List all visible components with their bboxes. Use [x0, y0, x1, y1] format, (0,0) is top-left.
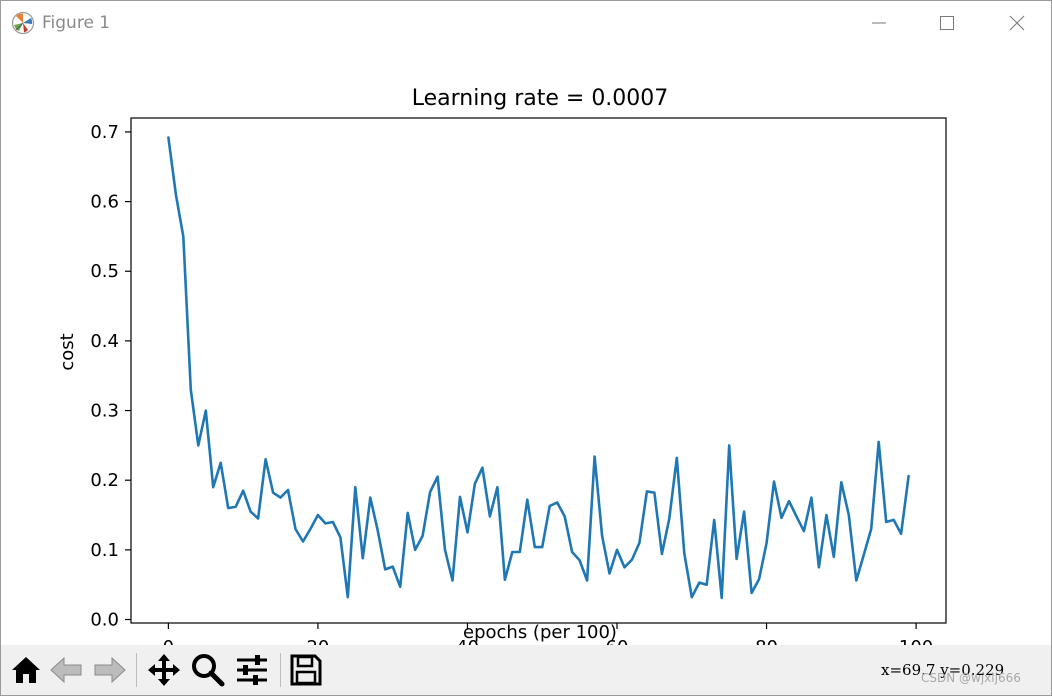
plot-area: [130, 117, 947, 624]
home-button[interactable]: [7, 651, 45, 689]
configure-subplots-button[interactable]: [233, 651, 271, 689]
y-tick-label: 0.2: [90, 470, 119, 491]
pan-icon: [148, 654, 180, 686]
chart-title: Learning rate = 0.0007: [412, 86, 669, 111]
forward-button[interactable]: [91, 651, 129, 689]
x-tick-label: 0: [163, 637, 174, 645]
x-tick-label: 20: [306, 637, 329, 645]
navigation-toolbar: x=69.7 y=0.229 CSDN @wjxlj666: [1, 645, 1051, 695]
close-button[interactable]: [981, 1, 1052, 45]
zoom-icon: [192, 654, 225, 687]
maximize-icon: [940, 16, 954, 30]
chart: Learning rate = 0.0007 0 20 40 60 80 100 0.0 0.…: [57, 86, 947, 645]
y-tick-label: 0.0: [90, 610, 119, 631]
x-axis-label: epochs (per 100): [463, 622, 617, 643]
pan-button[interactable]: [145, 651, 183, 689]
window-title: Figure 1: [42, 13, 111, 33]
figure-canvas[interactable]: Learning rate = 0.0007 0 20 40 60 80 100 0.0 0.…: [1, 45, 1051, 645]
y-tick-label: 0.5: [90, 261, 119, 282]
series-line: [167, 136, 910, 600]
back-button[interactable]: [47, 651, 85, 689]
title-bar[interactable]: Figure 1: [1, 1, 1051, 45]
x-tick-label: 40: [456, 637, 479, 645]
x-tick-label: 100: [899, 637, 933, 645]
forward-icon: [94, 656, 126, 684]
toolbar-separator: [136, 653, 137, 687]
maximize-button[interactable]: [911, 1, 983, 45]
x-tick-label: 60: [606, 637, 629, 645]
zoom-button[interactable]: [189, 651, 227, 689]
y-tick-label: 0.6: [90, 192, 119, 213]
y-tick-label: 0.1: [90, 540, 119, 561]
matplotlib-icon: [11, 11, 35, 35]
toolbar-separator: [280, 653, 281, 687]
back-icon: [50, 656, 82, 684]
home-icon: [12, 657, 40, 683]
close-icon: [1009, 15, 1025, 31]
y-tick-label: 0.3: [90, 401, 119, 422]
y-tick-label: 0.4: [90, 331, 119, 352]
y-axis-label: cost: [57, 333, 78, 370]
save-button[interactable]: [287, 651, 325, 689]
minimize-button[interactable]: [843, 1, 915, 45]
y-tick-label: 0.7: [90, 122, 119, 143]
watermark: CSDN @wjxlj666: [921, 671, 1021, 685]
minimize-icon: [872, 22, 886, 24]
configure-subplots-icon: [237, 655, 267, 685]
cursor-coordinates: x=69.7 y=0.229: [881, 661, 1005, 679]
save-icon: [290, 654, 322, 686]
x-tick-label: 80: [755, 637, 778, 645]
